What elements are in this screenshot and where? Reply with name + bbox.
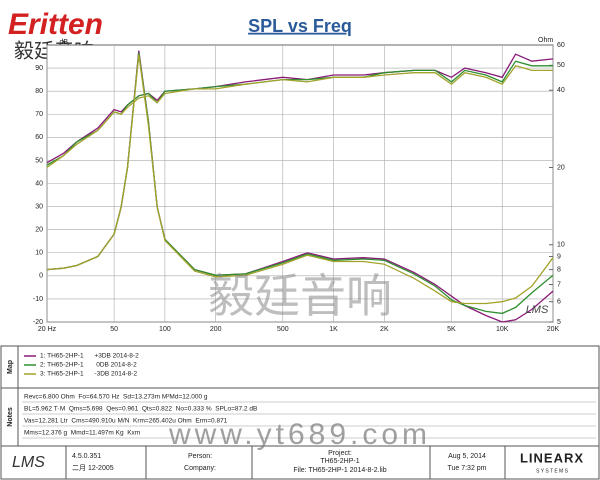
note-line: BL=5.962 T·M Qms=5.698 Qes=0.961 Qts=0.8… — [24, 406, 257, 413]
x-tick-label: 50 — [110, 326, 118, 333]
company: Company: — [184, 465, 216, 472]
notes: Revc=6.800 Ohm Fo=64.570 Hz Sd=13.273m M… — [22, 394, 596, 439]
x-tick-label: 2K — [380, 326, 389, 333]
impedance-line — [46, 54, 554, 305]
x-tick-label: 20K — [547, 326, 560, 333]
y-tick-label: 70 — [35, 111, 43, 118]
panel-frame — [0, 345, 600, 480]
panel-label: Notes — [7, 407, 14, 427]
y2-tick-label: 40 — [557, 87, 565, 94]
note-line: Vas=12.281 Ltr Cms=490.910u M/N Krm=265.… — [24, 418, 228, 425]
y2-tick-label: 7 — [557, 281, 561, 288]
footer-logo: LMS — [12, 454, 45, 471]
x-tick-label: 500 — [277, 326, 289, 333]
y-tick-label: 90 — [35, 65, 43, 72]
y-tick-label: 0 — [39, 273, 43, 280]
legend: 1: TH65-2HP-1 +3DB 2014-8-2 2: TH65-2HP-1… — [24, 353, 139, 378]
y2-axis-label: Ohm — [538, 37, 553, 44]
y-tick-label: 60 — [35, 134, 43, 141]
y2-tick-label: 9 — [557, 253, 561, 260]
y-tick-label: -10 — [33, 296, 43, 303]
note-line: Mms=12.376 g Mmd=11.497m Kg Kxm — [24, 430, 140, 437]
x-tick-label: 200 — [210, 326, 222, 333]
y-tick-label: 20 — [35, 227, 43, 234]
y2-tick-label: 8 — [557, 266, 561, 273]
panel-label: Map — [7, 360, 14, 374]
watermark-mark: LMS — [526, 304, 549, 316]
y2-tick-label: 60 — [557, 42, 565, 49]
legend-label: 1: TH65-2HP-1 +3DB 2014-8-2 — [40, 353, 139, 360]
x-tick-label: 10K — [496, 326, 509, 333]
spl-line — [46, 53, 554, 164]
project-label: Project: — [328, 450, 352, 457]
watermark-url: www.yt689.com — [168, 418, 431, 451]
build-date: 二月 12-2005 — [72, 464, 114, 472]
brand-sub: S Y S T E M S — [536, 468, 569, 474]
y-tick-label: 80 — [35, 88, 43, 95]
y2-tick-label: 20 — [557, 164, 565, 171]
y-axis-label: dB — [59, 39, 68, 46]
plot: 20 Hz 50 100 200 500 1K 2K 5K 10K 20K908070605040… — [33, 42, 565, 333]
spl-line — [46, 65, 553, 168]
y-tick-label: -20 — [33, 319, 43, 326]
watermark-cn: 毅廷音响 — [208, 270, 392, 322]
time: Tue 7:32 pm — [447, 465, 486, 472]
y-tick-label: 10 — [35, 250, 43, 257]
person: Person: — [188, 453, 212, 460]
y2-tick-label: 50 — [557, 62, 565, 69]
x-tick-label: 20 Hz — [38, 326, 57, 333]
y2-tick-label: 5 — [557, 319, 561, 326]
y-tick-label: 40 — [35, 180, 43, 187]
note-line: Revc=6.800 Ohm Fo=64.570 Hz Sd=13.273m M… — [24, 394, 208, 401]
y-tick-label: 50 — [35, 157, 43, 164]
legend-label: 2: TH65-2HP-1 0DB 2014-8-2 — [40, 362, 137, 369]
x-tick-label: 100 — [159, 326, 171, 333]
file: File: TH65-2HP-1 2014-8-2.lib — [293, 467, 386, 474]
x-tick-label: 1K — [329, 326, 338, 333]
x-tick-label: 5K — [447, 326, 456, 333]
chart-title: SPL vs Freq — [248, 16, 352, 36]
version: 4.5.0.351 — [72, 453, 101, 460]
y2-tick-label: 6 — [557, 299, 561, 306]
y-tick-label: 30 — [35, 203, 43, 210]
logo-brand: Eritten — [8, 8, 103, 41]
legend-label: 3: TH65-2HP-1 -3DB 2014-8-2 — [40, 371, 137, 378]
y2-tick-label: 10 — [557, 242, 565, 249]
date: Aug 5, 2014 — [448, 453, 486, 460]
project-name: TH65-2HP-1 — [320, 458, 359, 465]
brand: LINEARX — [520, 450, 584, 465]
